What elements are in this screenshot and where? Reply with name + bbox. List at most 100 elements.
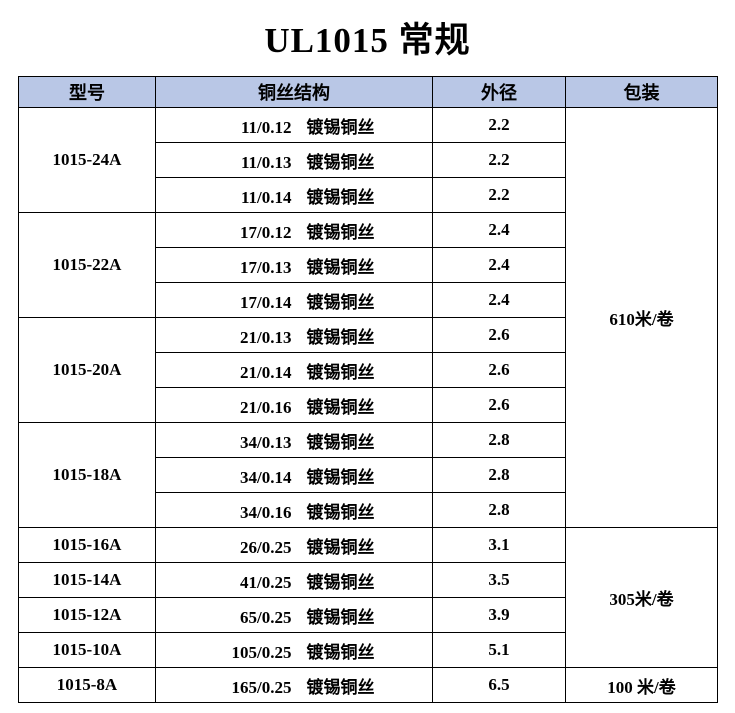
table-row: 1015-8A 165/0.25 镀锡铜丝 6.5 100 米/卷: [18, 667, 718, 703]
wire-type: 镀锡铜丝: [306, 117, 375, 137]
table-row: 17/0.13 镀锡铜丝 2.4: [19, 247, 718, 283]
outer-diameter-cell: 2.2: [432, 107, 566, 143]
header-cell-packaging: 包装: [565, 76, 718, 108]
model-cell: 1015-18A: [18, 422, 156, 528]
wire-type: 镀锡铜丝: [306, 327, 375, 347]
structure-cell: 34/0.16 镀锡铜丝: [155, 492, 433, 528]
strand-count: 41/0.25: [240, 572, 292, 592]
page-title: UL1015 常规: [264, 21, 471, 60]
outer-diameter-cell: 2.2: [432, 142, 566, 178]
outer-diameter-cell: 2.8: [432, 457, 566, 493]
table-row: 1015-18A 34/0.13 镀锡铜丝 2.8: [18, 422, 718, 528]
table-row: 1015-16A 26/0.25 镀锡铜丝 3.1 305米/卷: [18, 527, 718, 668]
wire-type: 镀锡铜丝: [306, 222, 375, 242]
strand-count: 34/0.14: [240, 467, 292, 487]
wire-type: 镀锡铜丝: [306, 257, 375, 277]
wire-type: 镀锡铜丝: [306, 502, 375, 522]
header-cell-outer-diameter: 外径: [432, 76, 566, 108]
model-cell: 1015-10A: [18, 632, 156, 668]
structure-cell: 21/0.14 镀锡铜丝: [155, 352, 433, 388]
table-row: 21/0.16 镀锡铜丝 2.6: [19, 387, 718, 423]
packaging-cell: 100 米/卷: [565, 667, 718, 703]
wire-type: 镀锡铜丝: [306, 152, 375, 172]
strand-count: 17/0.13: [240, 257, 292, 277]
structure-cell: 11/0.13 镀锡铜丝: [155, 142, 433, 178]
outer-diameter-cell: 2.6: [432, 352, 566, 388]
spec-table: 型号 铜丝结构 外径 包装 1015-24A 11/0.12 镀锡铜丝 2.2 610米…: [18, 76, 718, 703]
strand-count: 21/0.14: [240, 362, 292, 382]
structure-cell: 11/0.14 镀锡铜丝: [155, 177, 433, 213]
strand-count: 17/0.12: [240, 222, 292, 242]
outer-diameter-cell: 2.4: [432, 247, 566, 283]
model-cell: 1015-8A: [18, 667, 156, 703]
table-row: 34/0.14 镀锡铜丝 2.8: [19, 457, 718, 493]
model-cell: 1015-24A: [18, 107, 156, 213]
wire-type: 镀锡铜丝: [306, 292, 375, 312]
strand-count: 21/0.13: [240, 327, 292, 347]
table-row: 1015-20A 21/0.13 镀锡铜丝 2.6: [18, 317, 718, 423]
table-header-row: 型号 铜丝结构 外径 包装: [18, 76, 718, 108]
wire-type: 镀锡铜丝: [306, 432, 375, 452]
outer-diameter-cell: 3.9: [432, 597, 566, 633]
structure-cell: 34/0.13 镀锡铜丝: [155, 422, 433, 458]
wire-type: 镀锡铜丝: [306, 607, 375, 627]
header-cell-model: 型号: [18, 76, 156, 108]
structure-cell: 17/0.14 镀锡铜丝: [155, 282, 433, 318]
table-row: 1015-22A 17/0.12 镀锡铜丝 2.4: [18, 212, 718, 318]
model-cell: 1015-12A: [18, 597, 156, 633]
structure-cell: 105/0.25 镀锡铜丝: [155, 632, 433, 668]
strand-count: 105/0.25: [231, 642, 292, 662]
strand-count: 11/0.13: [240, 152, 292, 172]
table-row: 1015-12A 65/0.25 镀锡铜丝 3.9: [18, 597, 718, 633]
outer-diameter-cell: 6.5: [432, 667, 566, 703]
outer-diameter-cell: 2.4: [432, 212, 566, 248]
outer-diameter-cell: 2.4: [432, 282, 566, 318]
wire-type: 镀锡铜丝: [306, 572, 375, 592]
outer-diameter-cell: 2.6: [432, 387, 566, 423]
structure-cell: 65/0.25 镀锡铜丝: [155, 597, 433, 633]
wire-type: 镀锡铜丝: [306, 362, 375, 382]
strand-count: 26/0.25: [240, 537, 292, 557]
structure-cell: 41/0.25 镀锡铜丝: [155, 562, 433, 598]
table-row: 21/0.14 镀锡铜丝 2.6: [19, 352, 718, 388]
wire-type: 镀锡铜丝: [306, 397, 375, 417]
packaging-cell: 610米/卷: [565, 107, 718, 528]
wire-type: 镀锡铜丝: [306, 187, 375, 207]
structure-cell: 26/0.25 镀锡铜丝: [155, 527, 433, 563]
header-cell-structure: 铜丝结构: [155, 76, 433, 108]
structure-cell: 11/0.12 镀锡铜丝: [155, 107, 433, 143]
table-row: 11/0.13 镀锡铜丝 2.2: [19, 142, 718, 178]
structure-cell: 165/0.25 镀锡铜丝: [155, 667, 433, 703]
structure-cell: 34/0.14 镀锡铜丝: [155, 457, 433, 493]
model-cell: 1015-16A: [18, 527, 156, 563]
wire-type: 镀锡铜丝: [306, 642, 375, 662]
strand-count: 34/0.13: [240, 432, 292, 452]
model-cell: 1015-20A: [18, 317, 156, 423]
strand-count: 11/0.14: [240, 187, 292, 207]
spec-table-body: 1015-24A 11/0.12 镀锡铜丝 2.2 610米/卷 11/0.13 镀锡铜丝 2…: [18, 107, 718, 703]
table-row: 34/0.16 镀锡铜丝 2.8: [19, 492, 718, 528]
outer-diameter-cell: 5.1: [432, 632, 566, 668]
structure-cell: 21/0.16 镀锡铜丝: [155, 387, 433, 423]
table-row: 1015-24A 11/0.12 镀锡铜丝 2.2 610米/卷: [18, 107, 718, 528]
structure-cell: 17/0.13 镀锡铜丝: [155, 247, 433, 283]
strand-count: 65/0.25: [240, 607, 292, 627]
outer-diameter-cell: 3.5: [432, 562, 566, 598]
strand-count: 17/0.14: [240, 292, 292, 312]
table-row: 11/0.14 镀锡铜丝 2.2: [19, 177, 718, 213]
strand-count: 165/0.25: [231, 677, 292, 697]
wire-type: 镀锡铜丝: [306, 537, 375, 557]
strand-count: 21/0.16: [240, 397, 292, 417]
structure-cell: 21/0.13 镀锡铜丝: [155, 317, 433, 353]
outer-diameter-cell: 2.2: [432, 177, 566, 213]
model-cell: 1015-22A: [18, 212, 156, 318]
packaging-cell: 305米/卷: [565, 527, 718, 668]
outer-diameter-cell: 3.1: [432, 527, 566, 563]
outer-diameter-cell: 2.6: [432, 317, 566, 353]
strand-count: 11/0.12: [240, 117, 292, 137]
strand-count: 34/0.16: [240, 502, 292, 522]
wire-type: 镀锡铜丝: [306, 467, 375, 487]
model-cell: 1015-14A: [18, 562, 156, 598]
outer-diameter-cell: 2.8: [432, 422, 566, 458]
